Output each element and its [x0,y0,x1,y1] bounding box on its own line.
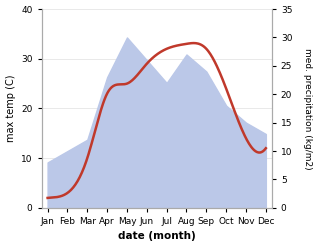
X-axis label: date (month): date (month) [118,231,196,242]
Y-axis label: max temp (C): max temp (C) [5,75,16,142]
Y-axis label: med. precipitation (kg/m2): med. precipitation (kg/m2) [303,48,313,169]
